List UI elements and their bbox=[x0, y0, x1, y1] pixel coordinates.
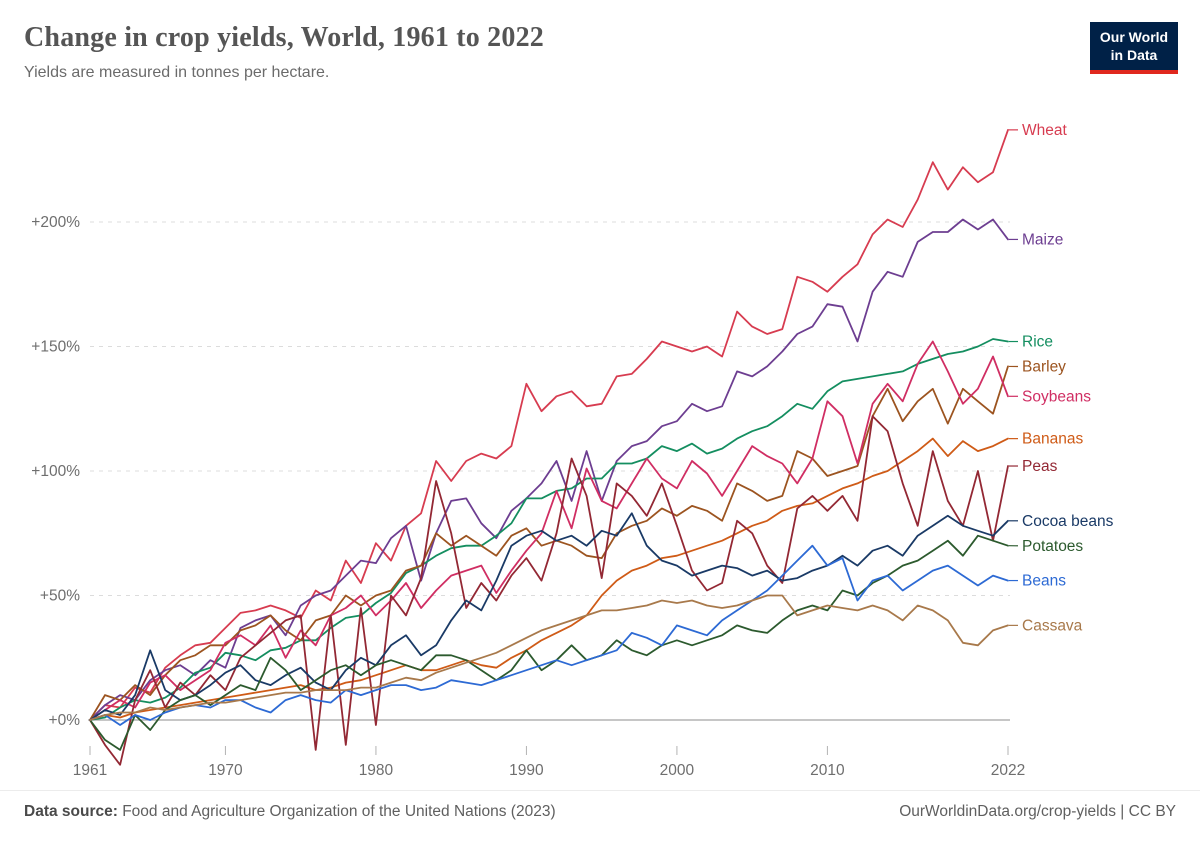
series-label-cassava[interactable]: Cassava bbox=[1022, 617, 1083, 634]
series-line-cassava[interactable] bbox=[89, 594, 1009, 721]
x-axis-tick-label: 2000 bbox=[660, 762, 695, 779]
series-label-rice[interactable]: Rice bbox=[1022, 334, 1053, 351]
y-axis-tick-label: +150% bbox=[31, 339, 80, 356]
series-label-potatoes[interactable]: Potatoes bbox=[1022, 538, 1083, 555]
series-line-cocoa-beans[interactable] bbox=[89, 512, 1009, 721]
series-line-maize[interactable] bbox=[89, 218, 1009, 721]
chart-title: Change in crop yields, World, 1961 to 20… bbox=[24, 22, 544, 53]
series-label-beans[interactable]: Beans bbox=[1022, 573, 1066, 590]
series-label-barley[interactable]: Barley bbox=[1022, 359, 1066, 376]
chart-header: Change in crop yields, World, 1961 to 20… bbox=[24, 22, 1070, 82]
series-line-soybeans[interactable] bbox=[89, 340, 1009, 721]
owid-logo-line1: Our World bbox=[1099, 29, 1169, 45]
x-axis-tick-label: 1990 bbox=[509, 762, 544, 779]
x-axis-tick-label: 1980 bbox=[359, 762, 394, 779]
series-line-barley[interactable] bbox=[89, 365, 1009, 721]
x-axis-tick-label: 1961 bbox=[73, 762, 107, 779]
data-source-label: Data source: bbox=[24, 803, 118, 820]
series-line-peas[interactable] bbox=[89, 415, 1009, 766]
y-axis-tick-label: +100% bbox=[31, 463, 80, 480]
series-label-soybeans[interactable]: Soybeans bbox=[1022, 388, 1091, 405]
owid-logo-line2: in Data bbox=[1110, 46, 1158, 63]
data-source-text: Food and Agriculture Organization of the… bbox=[117, 803, 556, 820]
owid-logo[interactable]: Our World in Data bbox=[1090, 22, 1178, 74]
y-axis-tick-label: +50% bbox=[40, 588, 80, 605]
x-axis-tick-label: 1970 bbox=[208, 762, 243, 779]
chart-subtitle: Yields are measured in tonnes per hectar… bbox=[24, 64, 330, 81]
series-line-bananas[interactable] bbox=[89, 437, 1009, 721]
y-axis-tick-label: +0% bbox=[49, 712, 81, 729]
chart-footer: OurWorldinData.org/crop-yields | CC BY D… bbox=[0, 790, 1200, 821]
y-axis-tick-label: +200% bbox=[31, 214, 80, 231]
series-label-bananas[interactable]: Bananas bbox=[1022, 431, 1083, 448]
series-label-maize[interactable]: Maize bbox=[1022, 231, 1063, 248]
series-line-wheat[interactable] bbox=[89, 128, 1009, 721]
x-axis-tick-label: 2010 bbox=[810, 762, 845, 779]
series-label-cocoa-beans[interactable]: Cocoa beans bbox=[1022, 513, 1114, 530]
series-label-wheat[interactable]: Wheat bbox=[1022, 122, 1067, 139]
series-label-peas[interactable]: Peas bbox=[1022, 458, 1058, 475]
x-axis-tick-label: 2022 bbox=[991, 762, 1025, 779]
series-line-beans[interactable] bbox=[89, 544, 1009, 726]
citation-link[interactable]: OurWorldinData.org/crop-yields | CC BY bbox=[899, 803, 1176, 820]
